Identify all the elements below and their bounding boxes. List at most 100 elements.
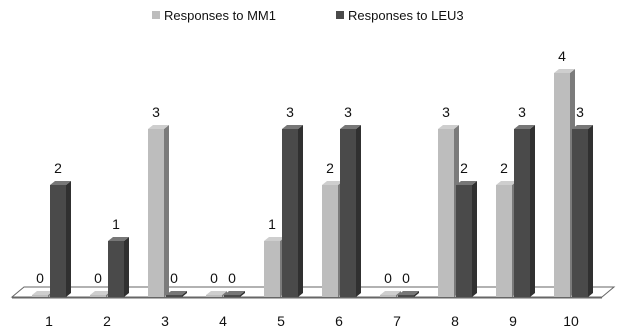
bar-side-leu3-1	[66, 181, 71, 297]
x-tick-label-6: 6	[335, 313, 343, 329]
x-tick-label-9: 9	[509, 313, 517, 329]
legend: Responses to MM1 Responses to LEU3	[152, 8, 464, 23]
bar-leu3-3	[166, 291, 187, 297]
data-label-leu3-6: 3	[344, 104, 352, 120]
bar-front-mm1-2	[90, 295, 106, 297]
bar-leu3-9	[514, 125, 535, 297]
bar-front-leu3-6	[340, 129, 356, 297]
bar-front-leu3-9	[514, 129, 530, 297]
bar-top-mm1-3	[148, 125, 169, 129]
bar-top-leu3-4	[224, 291, 245, 295]
bar-front-mm1-7	[380, 295, 396, 297]
bar-front-leu3-10	[572, 129, 588, 297]
x-tick-label-1: 1	[45, 313, 53, 329]
data-label-mm1-4: 0	[210, 270, 218, 286]
legend-label-mm1: Responses to MM1	[164, 8, 276, 23]
bar-side-leu3-9	[530, 125, 535, 297]
bar-front-mm1-9	[496, 185, 512, 297]
bar-top-mm1-9	[496, 181, 517, 185]
bar-side-leu3-6	[356, 125, 361, 297]
x-tick-label-7: 7	[393, 313, 401, 329]
bar-top-leu3-7	[398, 291, 419, 295]
bar-top-leu3-5	[282, 125, 303, 129]
data-label-mm1-9: 2	[500, 160, 508, 176]
bar-top-mm1-5	[264, 237, 285, 241]
data-label-leu3-9: 3	[518, 104, 526, 120]
bar-top-mm1-4	[206, 291, 227, 295]
bar-mm1-8	[438, 125, 459, 297]
bar-leu3-2	[108, 237, 129, 297]
bar-mm1-9	[496, 181, 517, 297]
x-tick-label-10: 10	[563, 313, 579, 329]
bar-mm1-3	[148, 125, 169, 297]
bar-front-leu3-5	[282, 129, 298, 297]
x-tick-labels-group: 1 2 3 4 5 6 7 8 9 10	[45, 313, 579, 329]
bar-top-leu3-9	[514, 125, 535, 129]
bar-top-leu3-1	[50, 181, 71, 185]
bar-front-leu3-7	[398, 295, 414, 297]
bar-front-mm1-10	[554, 73, 570, 297]
bar-mm1-5	[264, 237, 285, 297]
x-tick-label-4: 4	[219, 313, 227, 329]
bar-front-leu3-1	[50, 185, 66, 297]
x-tick-label-8: 8	[451, 313, 459, 329]
x-tick-label-5: 5	[277, 313, 285, 329]
bar-top-leu3-2	[108, 237, 129, 241]
bar-mm1-10	[554, 69, 575, 297]
bar-front-mm1-8	[438, 129, 454, 297]
bar-front-mm1-6	[322, 185, 338, 297]
bar-front-leu3-3	[166, 295, 182, 297]
data-label-leu3-1: 2	[54, 160, 62, 176]
data-label-leu3-8: 2	[460, 160, 468, 176]
data-label-mm1-8: 3	[442, 104, 450, 120]
bar-front-mm1-3	[148, 129, 164, 297]
bar-top-mm1-2	[90, 291, 111, 295]
bar-front-mm1-1	[32, 295, 48, 297]
bar-top-mm1-10	[554, 69, 575, 73]
bars-group	[32, 69, 593, 297]
bar-mm1-7	[380, 291, 401, 297]
bar-leu3-1	[50, 181, 71, 297]
bar-leu3-6	[340, 125, 361, 297]
x-tick-label-3: 3	[161, 313, 169, 329]
bar-front-leu3-2	[108, 241, 124, 297]
bar-mm1-6	[322, 181, 343, 297]
data-label-leu3-4: 0	[228, 270, 236, 286]
bar-side-mm1-3	[164, 125, 169, 297]
bar-leu3-10	[572, 125, 593, 297]
bar-side-leu3-10	[588, 125, 593, 297]
data-label-leu3-2: 1	[112, 216, 120, 232]
bar-top-mm1-6	[322, 181, 343, 185]
bar-mm1-4	[206, 291, 227, 297]
bar-side-leu3-8	[472, 181, 477, 297]
bar-side-mm1-7	[396, 291, 401, 297]
bar-top-mm1-8	[438, 125, 459, 129]
bar-front-mm1-5	[264, 241, 280, 297]
data-label-mm1-2: 0	[94, 270, 102, 286]
bar-top-leu3-8	[456, 181, 477, 185]
bar-side-mm1-4	[222, 291, 227, 297]
data-label-leu3-5: 3	[286, 104, 294, 120]
bar-top-leu3-10	[572, 125, 593, 129]
bar-leu3-8	[456, 181, 477, 297]
bar-top-leu3-6	[340, 125, 361, 129]
legend-label-leu3: Responses to LEU3	[348, 8, 464, 23]
data-label-mm1-5: 1	[268, 216, 276, 232]
data-label-mm1-7: 0	[384, 270, 392, 286]
bar-side-leu3-2	[124, 237, 129, 297]
data-label-leu3-3: 0	[170, 270, 178, 286]
x-tick-label-2: 2	[103, 313, 111, 329]
bar-front-leu3-4	[224, 295, 240, 297]
legend-swatch-mm1	[152, 11, 160, 19]
legend-swatch-leu3	[336, 11, 344, 19]
bar-leu3-7	[398, 291, 419, 297]
bar-front-mm1-4	[206, 295, 222, 297]
bar-leu3-4	[224, 291, 245, 297]
data-label-leu3-10: 3	[576, 104, 584, 120]
bar-side-leu3-7	[414, 291, 419, 297]
data-label-mm1-3: 3	[152, 104, 160, 120]
bar-top-mm1-1	[32, 291, 53, 295]
data-label-leu3-7: 0	[402, 270, 410, 286]
